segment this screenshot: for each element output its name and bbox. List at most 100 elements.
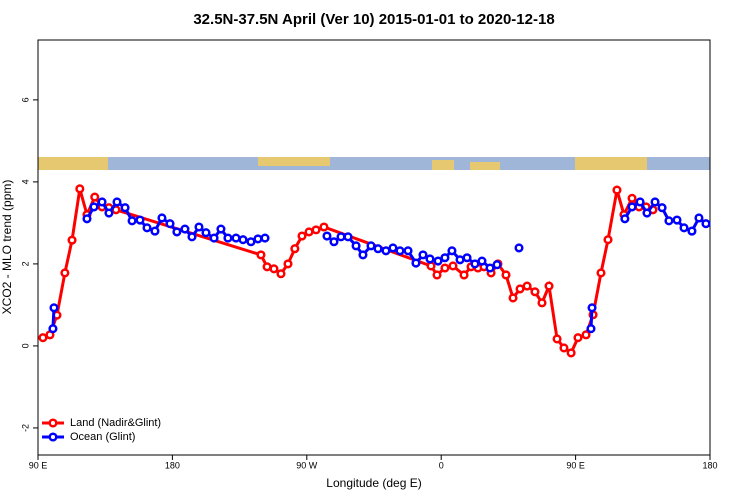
x-tick-label: 90 W — [296, 460, 318, 470]
point — [194, 222, 204, 232]
point — [343, 232, 353, 242]
point — [269, 264, 279, 274]
point — [209, 233, 219, 243]
point — [223, 233, 233, 243]
point — [425, 254, 435, 264]
point — [650, 197, 660, 207]
point — [455, 255, 465, 265]
point — [459, 270, 469, 280]
point — [530, 287, 540, 297]
point — [627, 202, 637, 212]
x-tick-label: 180 — [165, 460, 180, 470]
point — [566, 348, 576, 358]
point — [522, 281, 532, 291]
point — [559, 343, 569, 353]
legend-marker — [48, 432, 58, 442]
x-tick-label: 0 — [439, 460, 444, 470]
point — [304, 227, 314, 237]
point — [373, 244, 383, 254]
point — [297, 231, 307, 241]
point — [38, 333, 48, 343]
legend-label: Ocean (Glint) — [70, 431, 135, 443]
point — [187, 232, 197, 242]
point — [142, 223, 152, 233]
series-line — [42, 188, 654, 356]
point — [311, 225, 321, 235]
point — [336, 232, 346, 242]
point — [448, 261, 458, 271]
point — [165, 219, 175, 229]
point — [581, 330, 591, 340]
point — [515, 284, 525, 294]
point — [587, 303, 597, 313]
point — [411, 258, 421, 268]
point — [104, 208, 114, 218]
point — [89, 202, 99, 212]
point — [620, 214, 630, 224]
point — [694, 213, 704, 223]
point — [231, 233, 241, 243]
point — [75, 184, 85, 194]
point — [319, 222, 329, 232]
point — [358, 250, 368, 260]
point — [687, 226, 697, 236]
point — [679, 223, 689, 233]
point — [253, 234, 263, 244]
point — [120, 203, 130, 213]
point — [612, 185, 622, 195]
point — [82, 214, 92, 224]
point — [276, 269, 286, 279]
point — [477, 256, 487, 266]
point — [672, 215, 682, 225]
point — [150, 226, 160, 236]
point — [366, 241, 376, 251]
point — [433, 256, 443, 266]
point — [90, 192, 100, 202]
point — [492, 260, 502, 270]
point — [351, 241, 361, 251]
point — [470, 259, 480, 269]
chart-title: 32.5N-37.5N April (Ver 10) 2015-01-01 to… — [193, 11, 554, 28]
x-tick-label: 90 E — [566, 460, 585, 470]
point — [48, 324, 58, 334]
point — [596, 268, 606, 278]
legend-label: Land (Nadir&Glint) — [70, 417, 161, 429]
y-tick-label: -2 — [20, 424, 30, 432]
point — [664, 216, 674, 226]
point — [462, 253, 472, 263]
point — [135, 215, 145, 225]
point — [322, 231, 332, 241]
point — [395, 246, 405, 256]
point — [180, 224, 190, 234]
point — [67, 235, 77, 245]
point — [426, 261, 436, 271]
point — [201, 228, 211, 238]
point — [127, 216, 137, 226]
point — [657, 203, 667, 213]
point — [440, 253, 450, 263]
point — [537, 298, 547, 308]
point — [603, 235, 613, 245]
point — [544, 281, 554, 291]
point — [403, 246, 413, 256]
point — [388, 243, 398, 253]
point — [260, 233, 270, 243]
point — [701, 219, 711, 229]
point — [635, 197, 645, 207]
point — [49, 303, 59, 313]
y-axis-label: XCO2 - MLO trend (ppm) — [0, 180, 14, 315]
point — [501, 270, 511, 280]
point — [262, 262, 272, 272]
y-tick-label: 2 — [20, 261, 30, 266]
map-strip — [38, 157, 710, 170]
point — [508, 293, 518, 303]
point — [329, 237, 339, 247]
point — [642, 208, 652, 218]
point — [60, 268, 70, 278]
point — [432, 270, 442, 280]
point — [238, 235, 248, 245]
point — [256, 250, 266, 260]
point — [552, 334, 562, 344]
x-tick-label: 90 E — [29, 460, 48, 470]
